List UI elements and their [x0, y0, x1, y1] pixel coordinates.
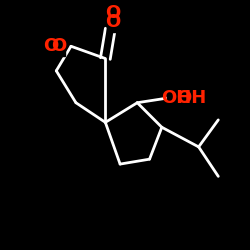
Text: O: O	[51, 37, 66, 55]
Text: O: O	[105, 13, 120, 31]
Text: O: O	[44, 37, 59, 55]
Text: OH: OH	[162, 89, 192, 107]
Text: O: O	[105, 4, 120, 22]
Bar	[106, 12, 119, 32]
Bar	[52, 36, 65, 56]
Text: OH: OH	[176, 89, 207, 107]
Bar	[167, 88, 186, 108]
